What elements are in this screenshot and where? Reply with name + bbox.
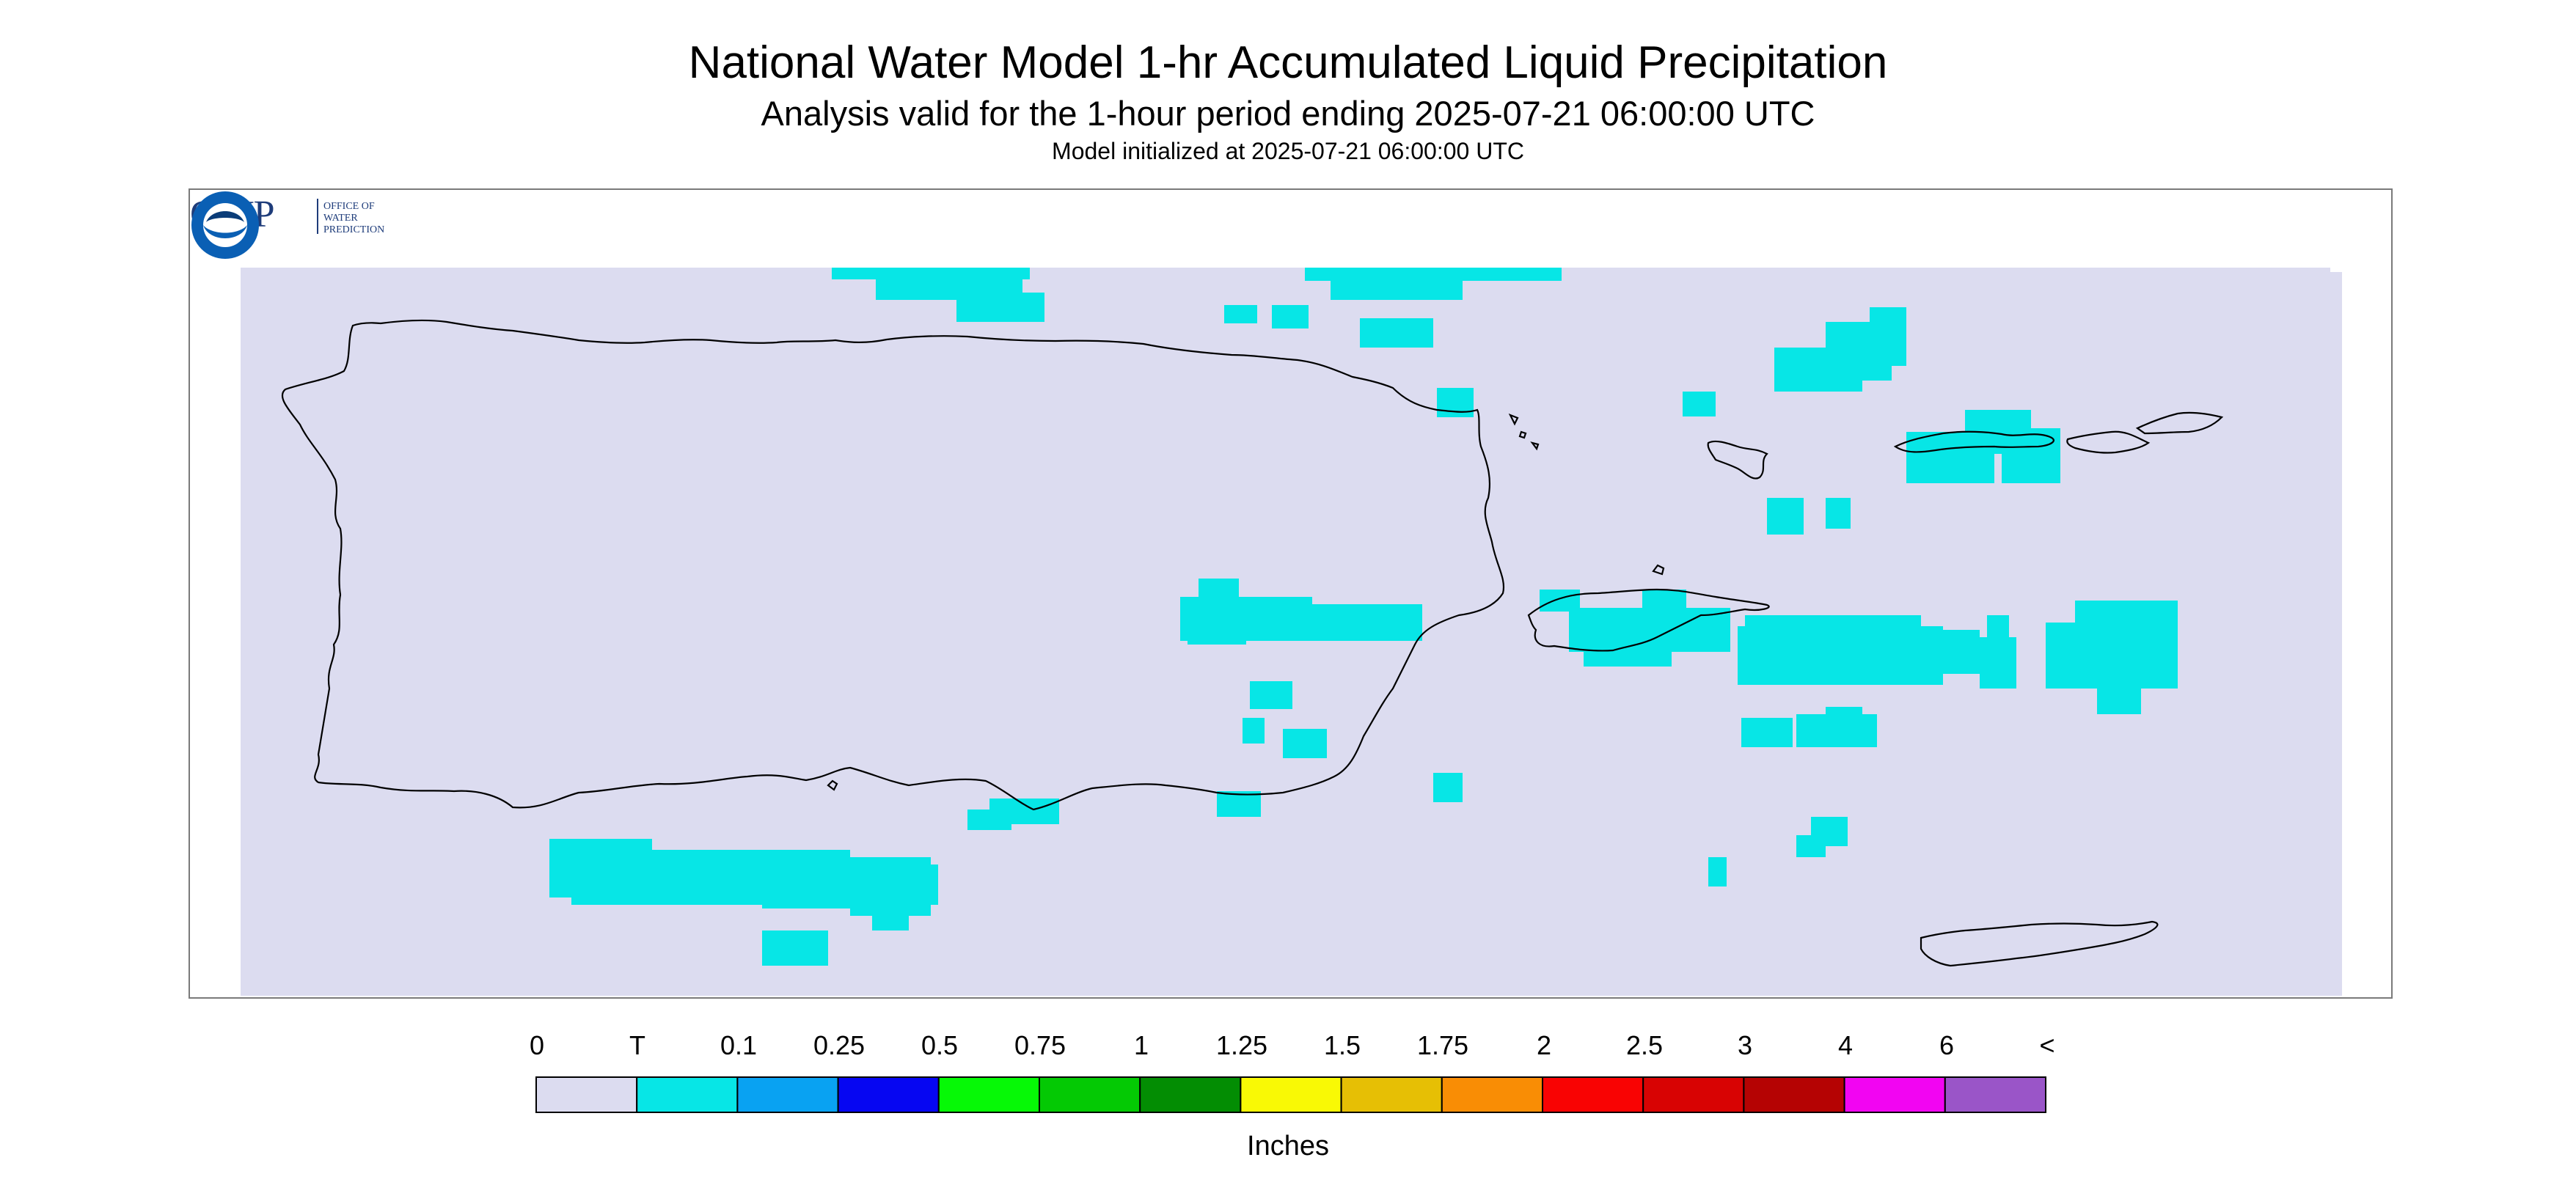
map-title: National Water Model 1-hr Accumulated Li… xyxy=(688,37,1888,88)
legend-label: 0.75 xyxy=(1014,1030,1066,1060)
legend-label: 0.1 xyxy=(720,1030,758,1060)
map-subtitle: Analysis valid for the 1-hour period end… xyxy=(761,94,1815,133)
legend-swatch xyxy=(1240,1076,1342,1113)
map-canvas xyxy=(190,268,2391,997)
precipitation-map: OWP OFFICE OF WATER PREDICTION NOAA xyxy=(189,188,2393,999)
legend-label: 1.5 xyxy=(1323,1030,1361,1060)
legend-label: 0.5 xyxy=(921,1030,959,1060)
st-john-outline xyxy=(2066,430,2151,454)
tortola-outline xyxy=(2135,411,2224,435)
vieques-islets xyxy=(1652,564,1665,576)
svg-text:NOAA: NOAA xyxy=(213,219,237,227)
legend-swatch xyxy=(1642,1076,1745,1113)
svg-text:PREDICTION: PREDICTION xyxy=(323,224,384,235)
legend-swatch xyxy=(736,1076,839,1113)
legend-swatch xyxy=(1340,1076,1443,1113)
legend-swatch xyxy=(1843,1076,1946,1113)
st-thomas-outline xyxy=(1893,430,2054,453)
legend-label: 1.25 xyxy=(1215,1030,1268,1060)
legend-label: 0.25 xyxy=(813,1030,866,1060)
legend-label: 6 xyxy=(1939,1030,1955,1060)
svg-text:WATER: WATER xyxy=(323,213,358,224)
legend-label: 4 xyxy=(1837,1030,1854,1060)
legend-swatch xyxy=(1441,1076,1544,1113)
legend-swatch xyxy=(937,1076,1040,1113)
noaa-logo: NOAA xyxy=(191,191,259,259)
legend-label: 2.5 xyxy=(1625,1030,1664,1060)
legend-label: 1 xyxy=(1133,1030,1149,1060)
puerto-rico-outline xyxy=(281,319,1505,811)
legend-swatch xyxy=(1944,1076,2046,1113)
legend-label: 0 xyxy=(529,1030,545,1060)
culebra-outline xyxy=(1707,440,1768,480)
legend-label: 2 xyxy=(1536,1030,1552,1060)
legend-swatch xyxy=(1139,1076,1242,1113)
legend-colorbar xyxy=(535,1076,2046,1113)
legend-swatch xyxy=(535,1076,638,1113)
legend-swatch xyxy=(1039,1076,1141,1113)
legend-label: < xyxy=(2039,1030,2055,1060)
legend-swatch xyxy=(1542,1076,1644,1113)
legend-label: 1.75 xyxy=(1416,1030,1469,1060)
legend-label: 3 xyxy=(1737,1030,1753,1060)
legend-swatch xyxy=(636,1076,739,1113)
legend-unit-label: Inches xyxy=(1247,1131,1329,1161)
st-croix-outline xyxy=(1920,920,2159,967)
legend-label: T xyxy=(629,1030,645,1060)
vieques-outline xyxy=(1527,588,1770,652)
coastlines xyxy=(281,319,2224,967)
legend-swatch xyxy=(837,1076,940,1113)
legend-labels: 0 T 0.1 0.25 0.5 0.75 1 1.25 1.5 1.75 2 … xyxy=(0,1029,2576,1066)
model-init-time: Model initialized at 2025-07-21 06:00:00… xyxy=(1052,138,1524,164)
svg-text:OFFICE OF: OFFICE OF xyxy=(323,201,375,212)
culebrita-islets xyxy=(1508,413,1540,451)
desecheo-islet xyxy=(827,779,838,791)
legend-swatch xyxy=(1743,1076,1845,1113)
